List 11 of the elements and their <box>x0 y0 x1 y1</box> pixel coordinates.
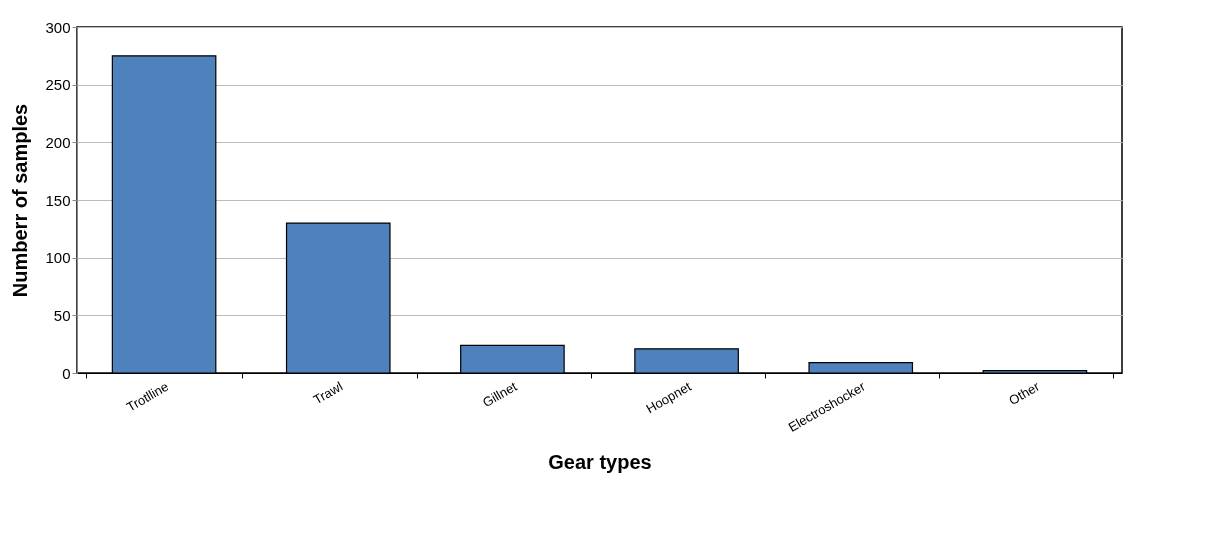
x-tick-label: Trawl <box>310 378 346 408</box>
x-axis-title: Gear types <box>548 450 652 473</box>
y-axis-title: Numberr of samples <box>9 103 32 298</box>
y-tick-label: 300 <box>45 18 71 36</box>
y-tick-label: 250 <box>45 76 71 94</box>
y-tick-label: 50 <box>53 306 71 324</box>
y-tick-label: 100 <box>45 249 71 267</box>
y-tick-label: 200 <box>45 133 71 151</box>
y-tick-label: 150 <box>45 191 71 209</box>
y-tick-label: 0 <box>62 364 71 382</box>
x-tick-label: Other <box>1006 378 1043 409</box>
